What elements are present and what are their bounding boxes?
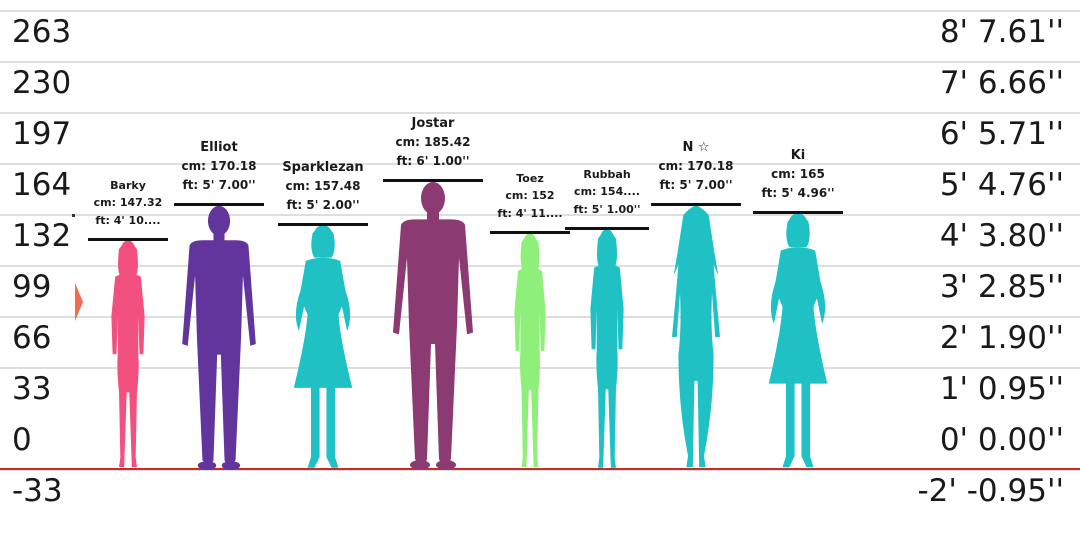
character-height-cm: cm: 165: [771, 167, 825, 181]
character-name: Ki: [790, 148, 806, 163]
character-label: Barky cm: 147.32 ft: 4' 10....: [68, 179, 188, 232]
tick-label-cm: 66: [12, 320, 52, 356]
character-height-cm: cm: 152: [505, 189, 555, 203]
silhouette-icon: [514, 233, 546, 468]
character-name: Barky: [110, 179, 146, 193]
silhouette-icon: [768, 213, 828, 468]
character-label: Elliot cm: 170.18 ft: 5' 7.00'': [159, 140, 279, 197]
tick-label-cm: 230: [12, 65, 72, 101]
tick-label-cm: 99: [12, 269, 52, 305]
character-silhouette[interactable]: [173, 205, 265, 470]
character-height-cm: cm: 170.18: [181, 158, 257, 173]
tick-label-ft: 7' 6.66'': [939, 65, 1064, 101]
character-name: Rubbah: [583, 167, 631, 181]
character-silhouette[interactable]: [383, 181, 483, 470]
character-name: N ☆: [682, 139, 710, 155]
character-height-ft: ft: 5' 2.00'': [286, 197, 360, 212]
character-height-cm: cm: 154....: [574, 184, 640, 198]
gridline: [0, 10, 1080, 12]
character-name: Jostar: [411, 116, 455, 132]
gridline: [0, 367, 1080, 369]
cursor-dot: [72, 214, 75, 217]
character-height-cm: cm: 185.42: [395, 135, 471, 150]
character-silhouette[interactable]: [280, 224, 366, 469]
character-silhouette[interactable]: [500, 233, 560, 469]
height-marker-line: [88, 238, 168, 242]
tick-label-cm: 0: [12, 422, 32, 458]
height-marker-line: [490, 231, 570, 235]
character-height-ft: ft: 5' 7.00'': [659, 177, 733, 192]
character-height-ft: ft: 5' 4.96'': [761, 186, 835, 200]
character-silhouette[interactable]: [656, 205, 736, 469]
height-marker-line: [565, 226, 649, 230]
height-marker-line: [383, 179, 483, 183]
character-height-ft: ft: 4' 10....: [95, 214, 161, 228]
character-silhouette[interactable]: [755, 213, 841, 469]
tick-label-ft: 5' 4.76'': [939, 167, 1064, 203]
height-marker-line: [753, 211, 843, 214]
silhouette-icon: [393, 182, 473, 470]
gridline: [0, 61, 1080, 63]
tick-label-ft: 8' 7.61'': [939, 14, 1064, 50]
gridline: [0, 469, 1080, 471]
triangle-marker-icon[interactable]: [75, 283, 85, 321]
character-height-ft: ft: 4' 11....: [497, 207, 563, 221]
tick-label-ft: -2' -0.95'': [917, 473, 1064, 509]
character-label: Toez cm: 152 ft: 4' 11....: [470, 172, 590, 225]
tick-label-cm: -33: [12, 473, 63, 509]
character-label: Sparklezan cm: 157.48 ft: 5' 2.00'': [263, 160, 383, 217]
tick-label-cm: 33: [12, 371, 52, 407]
character-label: Ki cm: 165 ft: 5' 4.96'': [738, 148, 858, 205]
gridline: [0, 163, 1080, 165]
tick-label-cm: 132: [12, 218, 72, 254]
tick-label-cm: 197: [12, 116, 72, 152]
tick-label-ft: 3' 2.85'': [939, 269, 1064, 305]
tick-label-cm: 263: [12, 14, 72, 50]
character-height-ft: ft: 5' 1.00'': [573, 202, 641, 216]
character-label: Rubbah cm: 154.... ft: 5' 1.00'': [547, 168, 667, 221]
character-silhouette[interactable]: [96, 240, 160, 469]
character-label: N ☆ cm: 170.18 ft: 5' 7.00'': [636, 140, 756, 197]
tick-label-ft: 4' 3.80'': [939, 218, 1064, 254]
gridline: [0, 112, 1080, 114]
silhouette-icon: [182, 205, 256, 470]
height-marker-line: [651, 202, 741, 206]
ground-line: [0, 468, 1080, 470]
character-height-cm: cm: 157.48: [285, 178, 361, 193]
character-silhouette[interactable]: [575, 228, 639, 469]
height-marker-line: [278, 222, 368, 226]
tick-label-ft: 1' 0.95'': [939, 371, 1064, 407]
character-name: Elliot: [200, 139, 238, 155]
silhouette-icon: [111, 240, 145, 468]
character-height-ft: ft: 6' 1.00'': [396, 154, 470, 169]
character-label: Jostar cm: 185.42 ft: 6' 1.00'': [373, 116, 493, 173]
gridline: [0, 214, 1080, 216]
character-height-cm: cm: 170.18: [658, 158, 734, 173]
silhouette-icon: [590, 228, 624, 468]
tick-label-cm: 164: [12, 167, 72, 203]
silhouette-icon: [293, 224, 353, 468]
gridline: [0, 265, 1080, 267]
tick-label-ft: 0' 0.00'': [939, 422, 1064, 458]
tick-label-ft: 2' 1.90'': [939, 320, 1064, 356]
height-marker-line: [174, 202, 264, 206]
tick-label-ft: 6' 5.71'': [939, 116, 1064, 152]
character-name: Sparklezan: [282, 159, 364, 175]
character-height-cm: cm: 147.32: [93, 196, 163, 210]
character-name: Toez: [516, 172, 544, 186]
silhouette-icon: [672, 205, 720, 468]
character-height-ft: ft: 5' 7.00'': [182, 177, 256, 192]
